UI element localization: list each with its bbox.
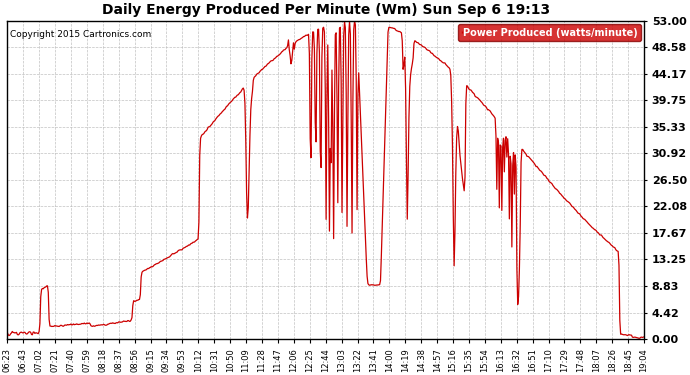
- Legend: Power Produced (watts/minute): Power Produced (watts/minute): [457, 24, 641, 41]
- Title: Daily Energy Produced Per Minute (Wm) Sun Sep 6 19:13: Daily Energy Produced Per Minute (Wm) Su…: [101, 3, 550, 17]
- Text: Copyright 2015 Cartronics.com: Copyright 2015 Cartronics.com: [10, 30, 152, 39]
